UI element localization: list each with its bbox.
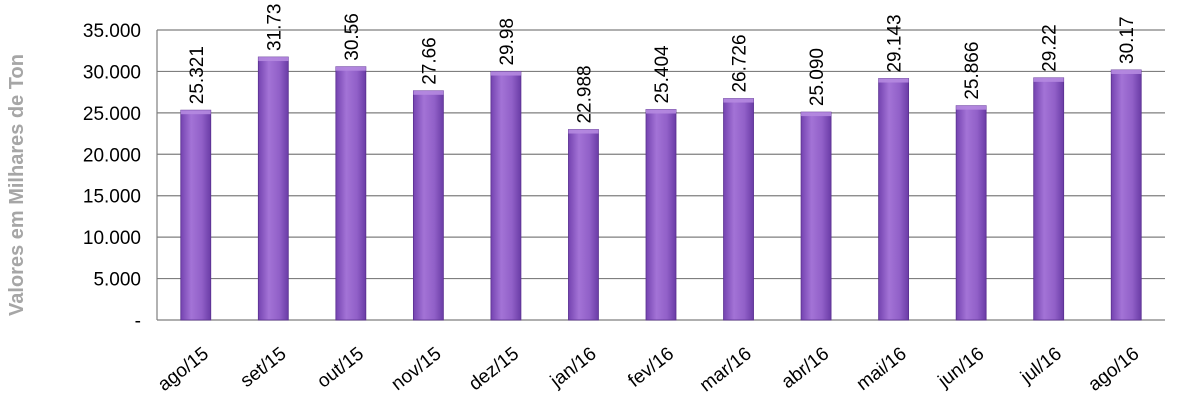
y-tick-label: 10.000 [83,228,141,249]
x-tick-label: dez/15 [465,343,523,395]
bar [568,129,599,321]
data-label: 31.73 [264,4,285,52]
y-tick-label: 30.000 [83,62,141,83]
data-label: 22.988 [574,65,595,123]
y-tick-label: 5.000 [93,270,141,291]
x-tick-label: out/15 [313,343,368,392]
bar [1033,77,1065,321]
data-label: 30.17 [1117,16,1138,64]
x-tick-label: mar/16 [696,343,756,396]
bars [180,56,1142,321]
data-label: 25.404 [652,45,673,104]
bar [955,105,987,321]
data-label: 25.090 [807,48,828,106]
x-tick-label: abr/16 [778,343,833,393]
data-label: 29.143 [885,14,906,72]
y-tick-label: 25.000 [83,104,141,125]
bar [800,111,832,321]
data-label: 25.866 [962,42,983,100]
data-label: 30.56 [342,13,363,61]
data-labels: 25.321 31.73 30.56 27.66 29.98 22.988 25.404 26… [187,4,1138,124]
x-tick-label: set/15 [237,343,291,391]
y-tick-label: 15.000 [83,187,141,208]
x-tick-label: nov/15 [388,343,446,395]
y-tick-label: - [135,311,141,332]
bar [335,66,367,321]
bar [1110,69,1142,321]
bar [257,56,289,321]
y-tick-label: 20.000 [83,145,141,166]
data-label: 26.726 [730,34,751,92]
bar [412,90,444,321]
bar [490,71,522,321]
x-tick-label: ago/15 [154,343,213,395]
x-tick-label: jun/16 [934,343,989,392]
x-tick-label: mai/16 [853,343,911,395]
x-axis-ticks: ago/15 set/15 out/15 nov/15 dez/15 jan/16 fev/… [154,343,1143,396]
x-tick-label: jul/16 [1016,343,1066,388]
x-tick-label: fev/16 [624,343,678,391]
data-label: 29.98 [497,18,518,66]
bar [645,109,677,321]
x-tick-label: jan/16 [546,343,601,392]
bar [878,78,910,321]
y-tick-label: 35.000 [83,21,141,42]
bar [180,109,212,321]
data-label: 29.22 [1040,24,1061,72]
bar [723,98,754,321]
y-axis-label: Valores em Milhares de Ton [6,54,28,316]
data-label: 27.66 [419,37,440,85]
x-tick-label: ago/16 [1085,343,1144,395]
y-axis-ticks: - 5.000 10.000 15.000 20.000 25.000 30.000 35.0… [83,21,141,332]
data-label: 25.321 [187,46,208,104]
